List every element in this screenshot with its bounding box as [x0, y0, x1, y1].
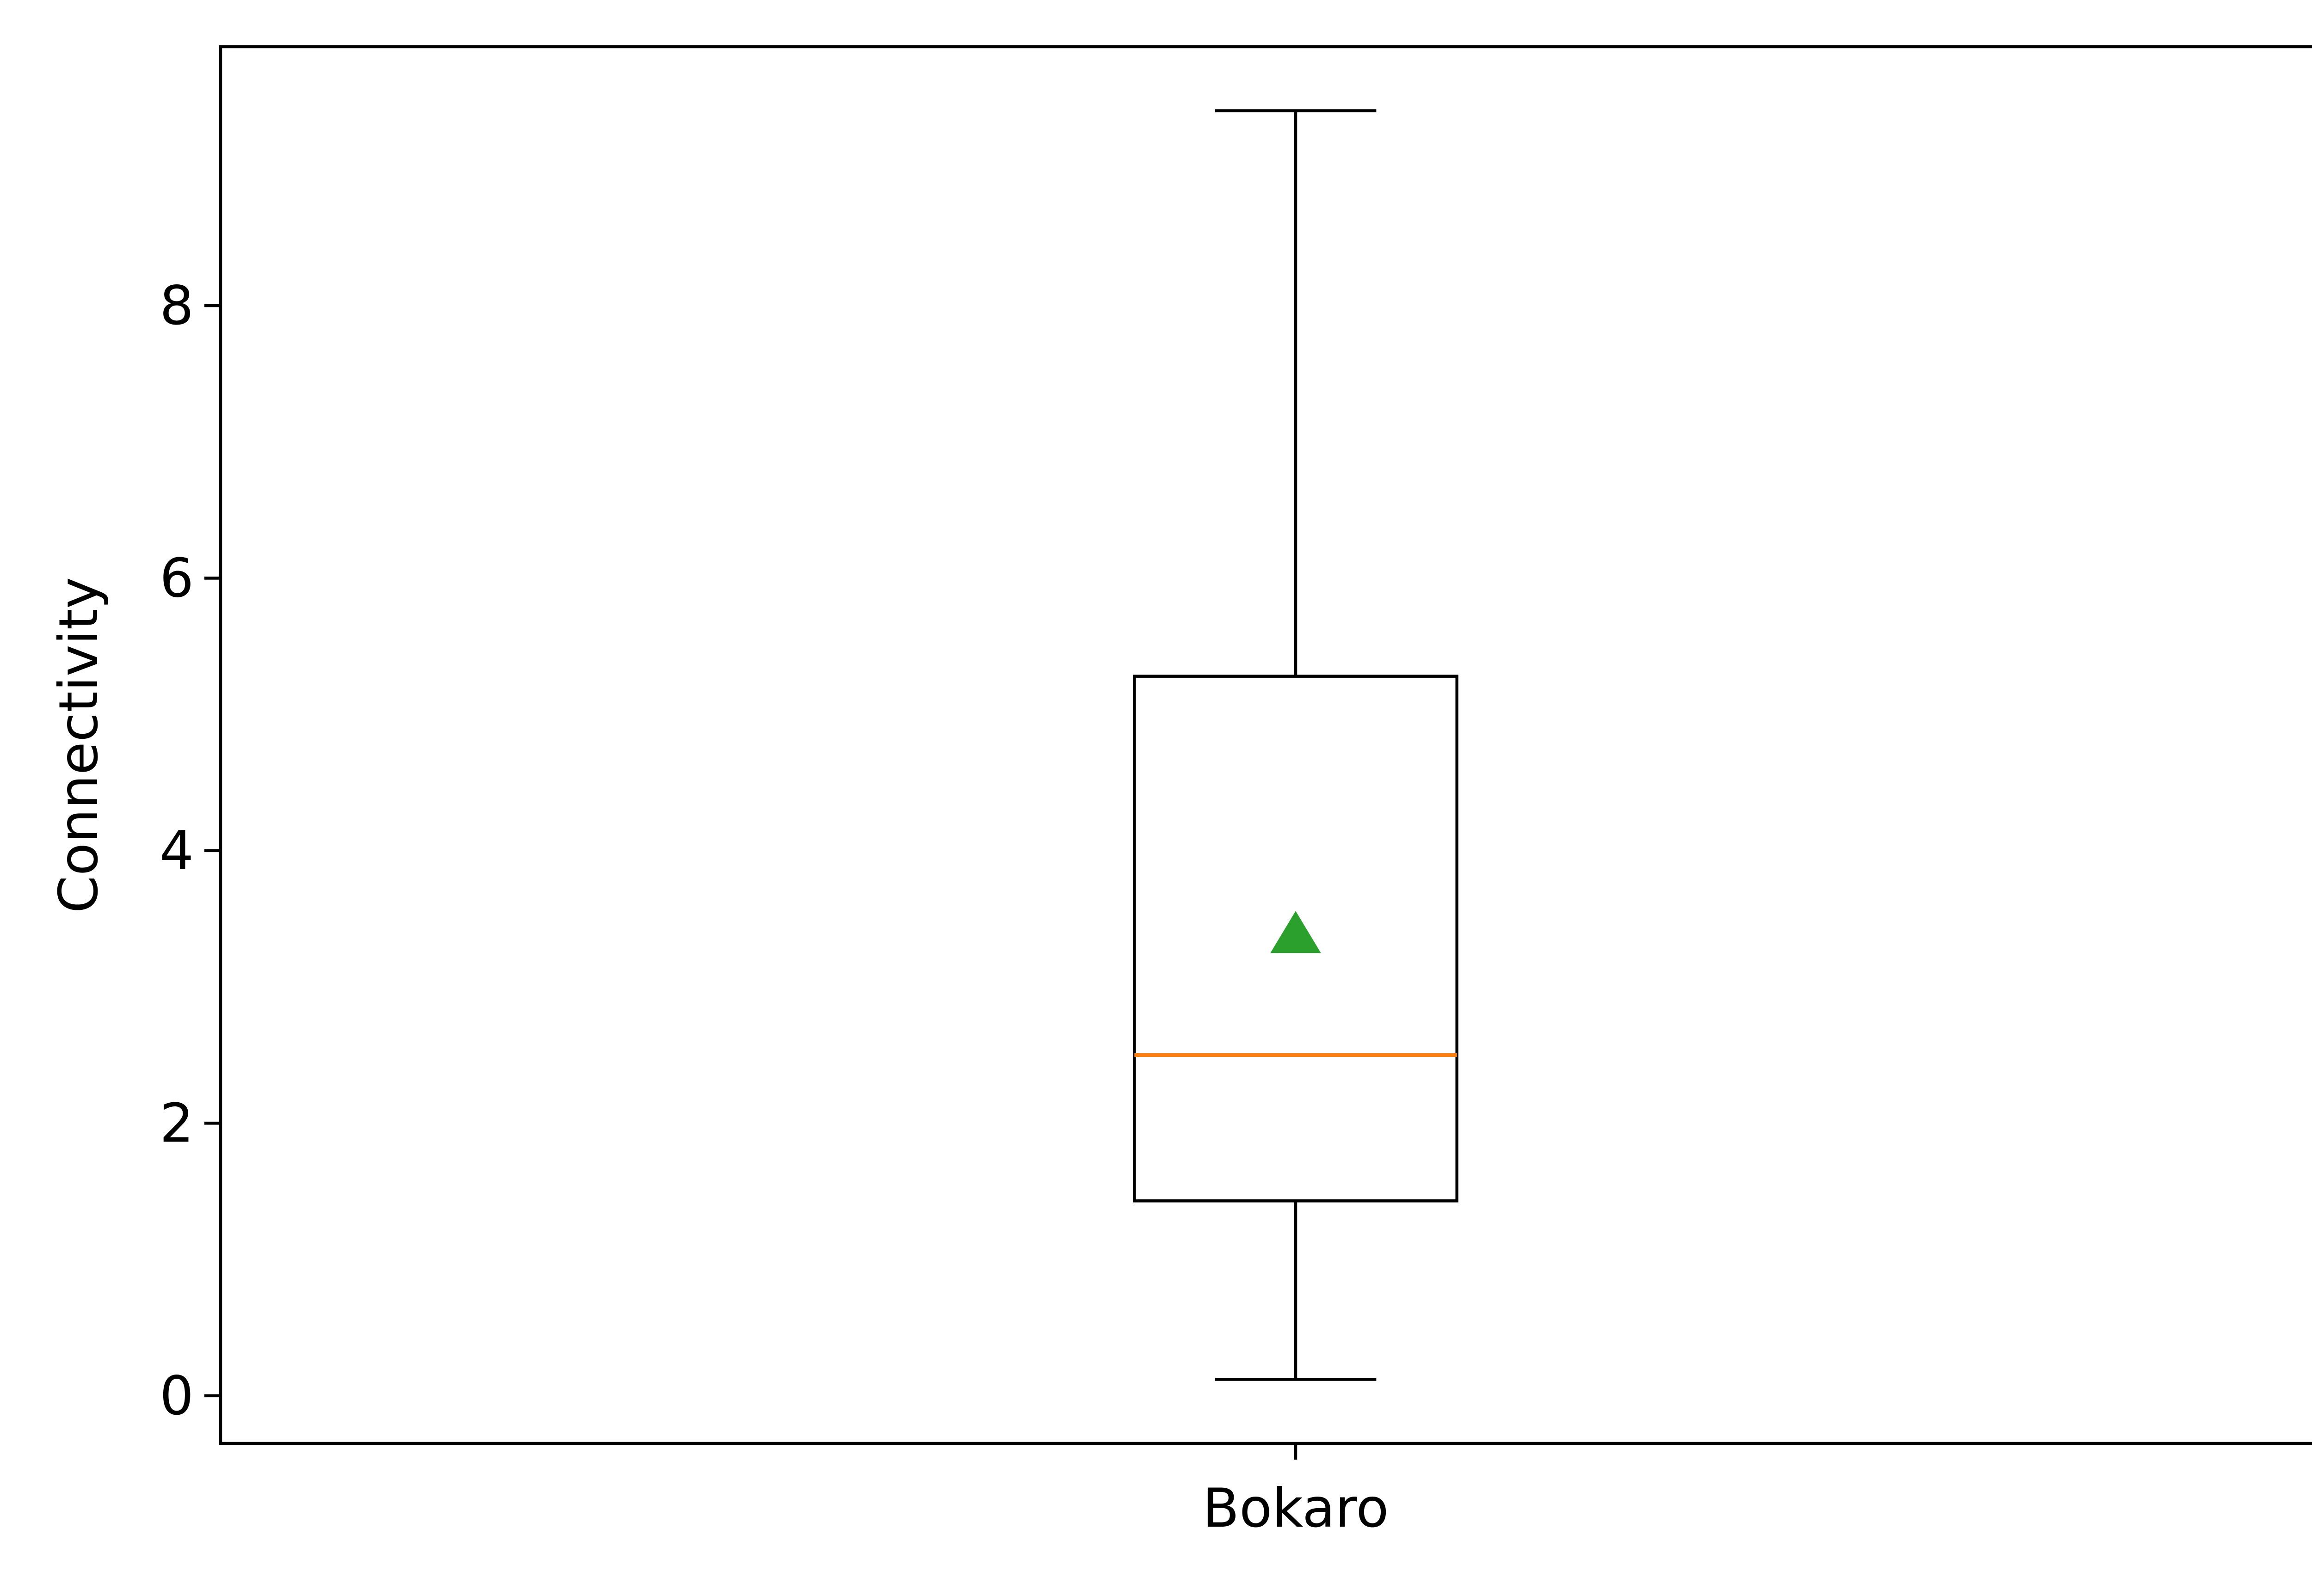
y-tick-label: 0: [160, 1365, 194, 1427]
plot-marks: [1133, 109, 1458, 1381]
plot-frame: [219, 45, 2312, 1445]
y-axis-label: Connectivity: [48, 577, 110, 913]
y-tick-label: 4: [160, 820, 194, 882]
mean-marker: [1270, 911, 1321, 953]
x-axis-ticks: Bokaro: [1203, 1443, 1389, 1540]
y-axis-ticks: 0 2 4 6 8: [160, 275, 221, 1427]
y-tick-label: 6: [160, 547, 194, 609]
interquartile-box: [1133, 675, 1458, 1203]
x-tick-label: Bokaro: [1203, 1477, 1389, 1540]
y-tick-label: 2: [160, 1092, 194, 1154]
y-tick-label: 8: [160, 275, 194, 337]
